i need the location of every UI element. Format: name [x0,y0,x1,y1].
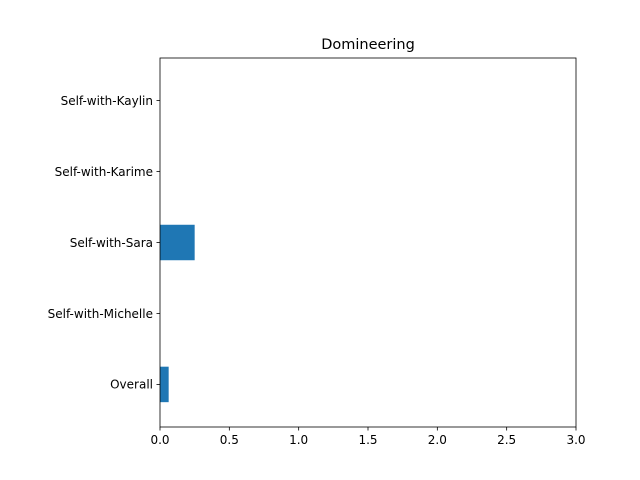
plot-frame [159,57,577,428]
x-tick-label: 1.0 [289,433,308,447]
bar-overall [160,366,169,403]
y-tick-label: Overall [110,378,153,392]
x-tick-label: 1.5 [358,433,377,447]
x-tick-label: 0.5 [220,433,239,447]
y-tick-label: Self-with-Michelle [48,307,153,321]
x-tick-label: 3.0 [566,433,585,447]
x-tick-label: 0.0 [150,433,169,447]
x-axis: 0.0 0.5 1.0 1.5 2.0 2.5 3.0 [150,427,586,447]
chart-title: Domineering [321,37,415,53]
bars-group [160,224,195,403]
bar-self-with-sara [160,224,195,261]
y-tick-label: Self-with-Kaylin [61,94,153,108]
y-axis: Self-with-Kaylin Self-with-Karime Self-wit… [48,94,160,392]
x-tick-label: 2.5 [497,433,516,447]
y-tick-label: Self-with-Sara [70,236,153,250]
y-tick-label: Self-with-Karime [55,165,153,179]
x-tick-label: 2.0 [428,433,447,447]
